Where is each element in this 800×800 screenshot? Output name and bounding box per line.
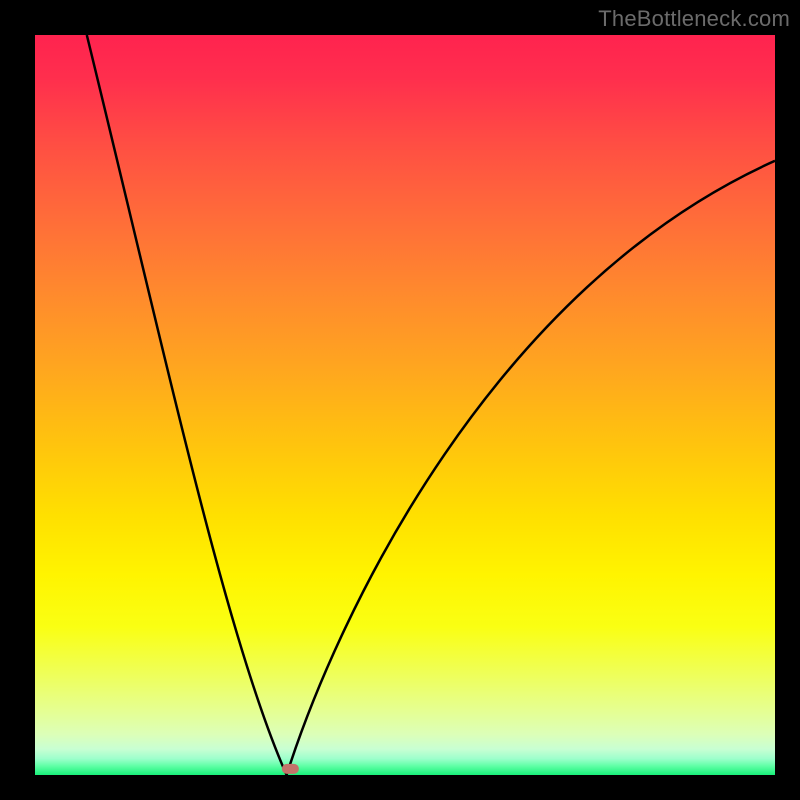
chart-container: TheBottleneck.com [0,0,800,800]
minimum-marker-icon [282,764,298,774]
plot-area [35,35,775,775]
bottleneck-curve-chart [35,35,775,775]
bottleneck-curve [87,35,775,775]
watermark-text: TheBottleneck.com [598,6,790,32]
